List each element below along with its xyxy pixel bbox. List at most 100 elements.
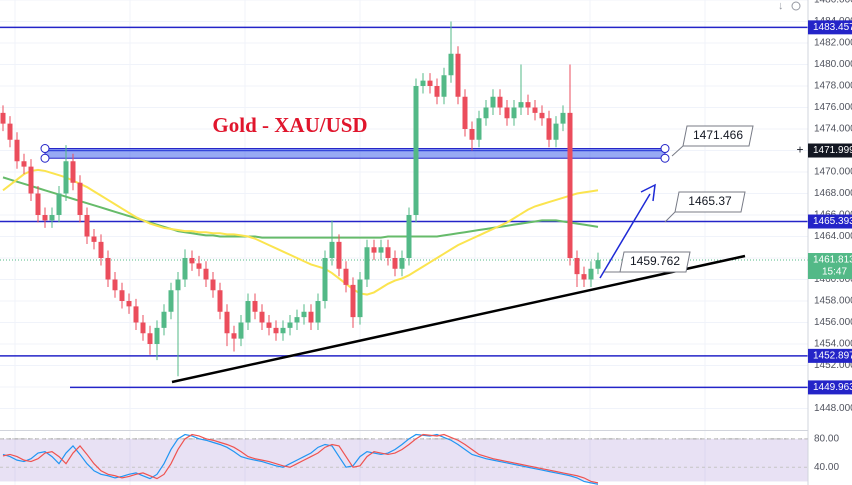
candle-body	[301, 311, 307, 318]
candle-body	[553, 123, 559, 140]
zone-handle	[660, 153, 670, 163]
candle-body	[567, 112, 573, 258]
oscillator-band	[0, 438, 808, 482]
candle-body	[21, 161, 27, 167]
candle-body	[238, 322, 244, 339]
oscillator-line	[2, 433, 599, 484]
candle-body	[14, 139, 20, 162]
y-tick-label: 1458.000	[814, 296, 852, 307]
candle-body	[63, 161, 69, 194]
candle-body	[448, 53, 454, 76]
candle-body	[483, 107, 489, 119]
candle-body	[385, 247, 391, 258]
callout-box	[619, 251, 691, 273]
level-tag-label: 1449.963	[813, 382, 852, 393]
level-tag	[808, 20, 852, 35]
y-tick-label: 1468.000	[814, 188, 852, 199]
candle-body	[434, 86, 440, 97]
callout-leader	[664, 211, 676, 223]
candle-body	[546, 118, 552, 140]
candle-body	[70, 161, 76, 183]
candle-body	[539, 112, 545, 119]
zone-handle	[660, 144, 670, 154]
candle-body	[518, 102, 524, 108]
toolbar-icon[interactable]: ↓	[778, 0, 784, 12]
candle-body	[497, 96, 503, 108]
y-tick-label: 1480.000	[814, 59, 852, 70]
candle-body	[427, 80, 433, 86]
y-tick-label: 1486.000	[814, 0, 852, 6]
callout-leader	[671, 145, 684, 157]
y-tick-label: 1456.000	[814, 317, 852, 328]
level-tag	[808, 143, 852, 158]
candle-body	[91, 236, 97, 242]
candle-body	[504, 107, 510, 119]
candle-body	[273, 327, 279, 334]
candle-body	[455, 53, 461, 97]
y-tick-label: 1470.000	[814, 167, 852, 178]
last-price-label: 1461.813	[813, 255, 852, 266]
candle-body	[329, 241, 335, 258]
candle-body	[490, 96, 496, 108]
candle-body	[595, 260, 601, 269]
candle-body	[266, 322, 272, 328]
candle-body	[133, 306, 139, 323]
level-tag-label: 1483.457	[813, 22, 852, 33]
candle-body	[224, 311, 230, 334]
candle-body	[588, 268, 594, 280]
level-tag-label: 1465.393	[813, 216, 852, 227]
candle-body	[182, 258, 188, 280]
y-tick-label: 1476.000	[814, 102, 852, 113]
y-tick-label: 1464.000	[814, 231, 852, 242]
candle-body	[315, 301, 321, 323]
zone	[44, 148, 666, 159]
candle-body	[56, 193, 62, 215]
projection-arrow	[599, 183, 656, 279]
candle-body	[203, 268, 209, 280]
callout-label: 1465.37	[688, 194, 732, 208]
candle-body	[574, 258, 580, 275]
candle-body	[126, 301, 132, 307]
candles	[0, 21, 601, 377]
zone-handle	[40, 144, 50, 154]
y-tick-label: 1448.000	[814, 403, 852, 414]
price-axis: 1448.0001450.0001452.0001454.0001456.000…	[796, 0, 852, 473]
y-tick-label: 1452.000	[814, 360, 852, 371]
price-axis-bg	[808, 0, 852, 485]
settings-icon[interactable]	[791, 1, 801, 11]
zone-handle	[40, 153, 50, 163]
oscillator-pane	[0, 430, 852, 485]
osc-tick-label: 80.00	[814, 433, 839, 444]
candle-body	[210, 279, 216, 291]
candle-body	[119, 290, 125, 301]
candle-body	[245, 301, 251, 323]
candle-body	[231, 333, 237, 339]
crosshair-plus: +	[796, 143, 803, 157]
candle-body	[308, 311, 314, 323]
candle-body	[98, 241, 104, 258]
countdown: 15:47	[822, 267, 847, 278]
candle-body	[511, 107, 517, 119]
candle-body	[0, 112, 6, 124]
candle-body	[532, 107, 538, 113]
candle-body	[280, 327, 286, 334]
candle-body	[252, 301, 258, 312]
candle-body	[42, 215, 48, 221]
oscillator-line	[2, 433, 599, 485]
candle-body	[462, 96, 468, 129]
candle-body	[364, 247, 370, 280]
candle-body	[175, 279, 181, 291]
candle-body	[287, 322, 293, 328]
candle-body	[378, 247, 384, 253]
candle-body	[294, 317, 300, 323]
candle-body	[413, 86, 419, 215]
candle-body	[406, 215, 412, 258]
candle-body	[560, 112, 566, 124]
arrow-head	[640, 183, 656, 202]
level-tag	[808, 348, 852, 363]
y-tick-label: 1454.000	[814, 339, 852, 350]
level-tag-label: 1452.897	[813, 350, 852, 361]
